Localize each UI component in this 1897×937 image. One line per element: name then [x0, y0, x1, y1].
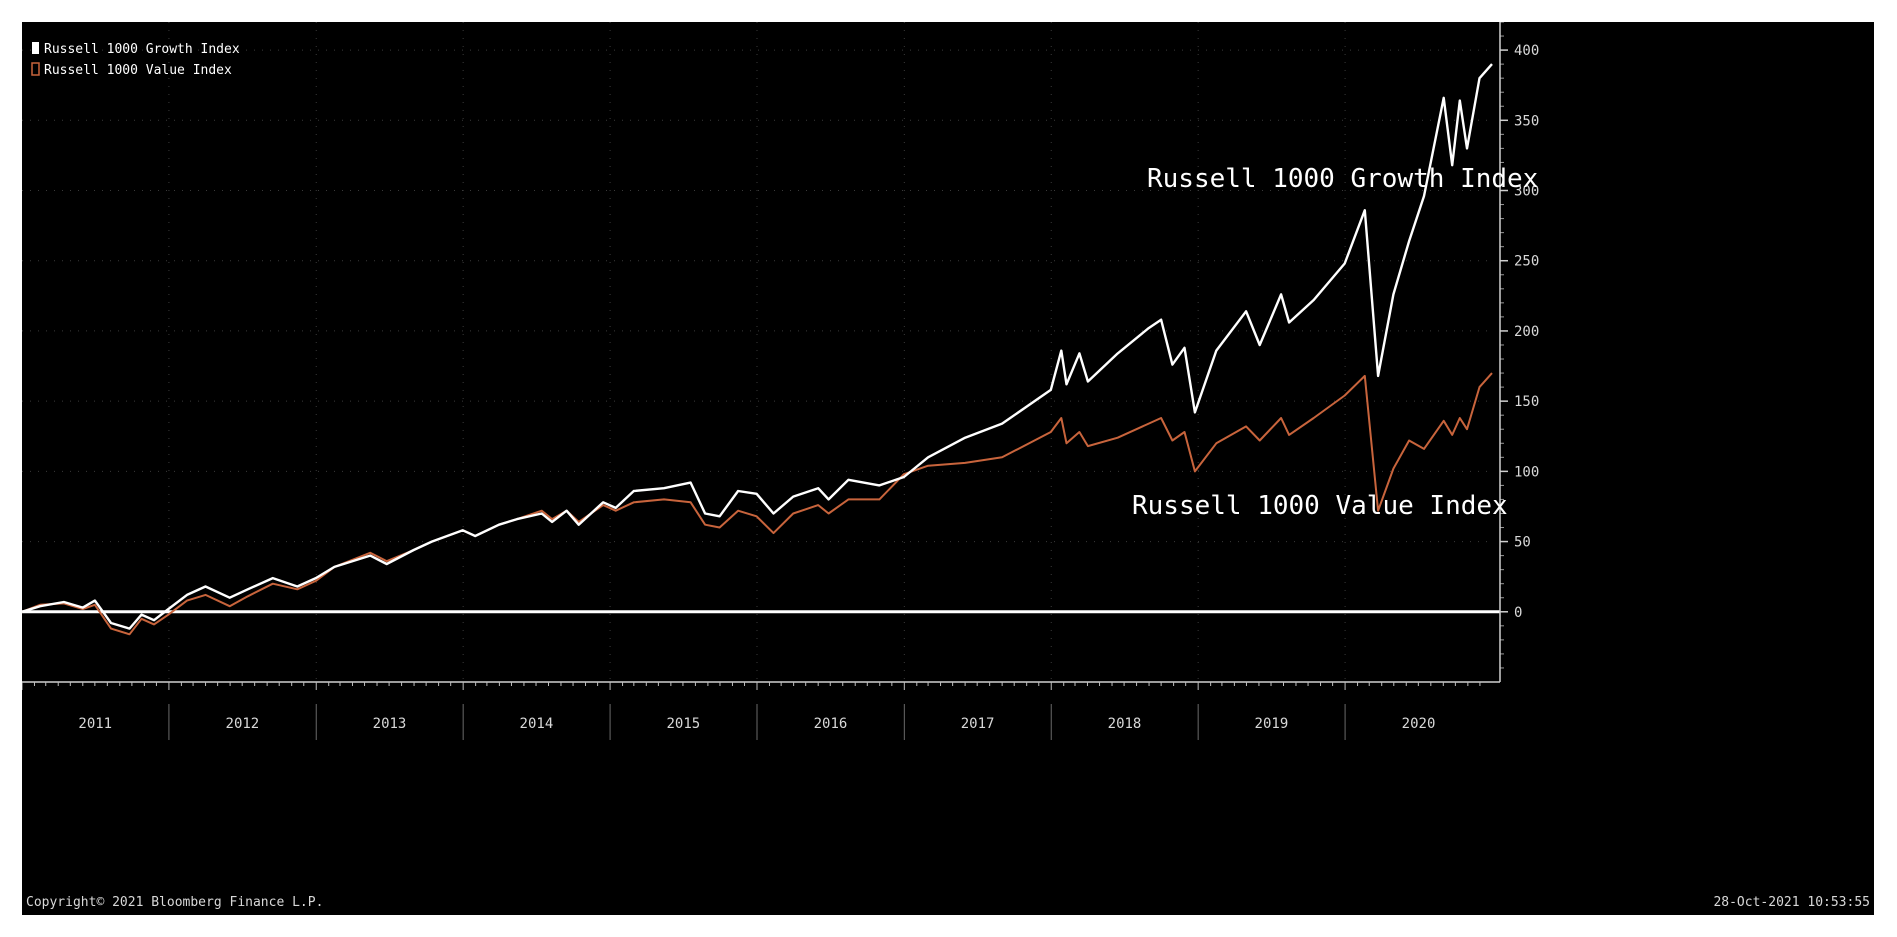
series-line-growth — [22, 63, 1493, 630]
x-tick-label: 2017 — [961, 716, 995, 732]
grid-layer — [22, 22, 1492, 682]
y-tick-label: 150 — [1514, 394, 1539, 410]
y-tick-label: 0 — [1514, 605, 1522, 621]
x-tick-label: 2019 — [1255, 716, 1289, 732]
y-tick-label: 50 — [1514, 535, 1531, 551]
annotation-growth: Russell 1000 Growth Index — [1147, 164, 1538, 194]
x-tick-label: 2020 — [1402, 716, 1436, 732]
legend-label-growth: Russell 1000 Growth Index — [44, 42, 240, 57]
x-tick-label: 2012 — [226, 716, 260, 732]
x-tick-label: 2011 — [78, 716, 112, 732]
chart-frame: 0 50 100 150 200 250 300 350 400 2011 2012 2013 2014… — [22, 22, 1874, 915]
y-tick-label: 100 — [1514, 464, 1539, 480]
y-tick-label: 200 — [1514, 324, 1539, 340]
x-tick-label: 2014 — [520, 716, 554, 732]
y-tick-label: 350 — [1514, 113, 1539, 129]
annotation-value: Russell 1000 Value Index — [1132, 491, 1508, 521]
legend-swatch-value — [31, 62, 40, 76]
timestamp-text: 28-Oct-2021 10:53:55 — [1713, 895, 1870, 910]
legend-label-value: Russell 1000 Value Index — [44, 63, 232, 78]
x-tick-label: 2016 — [814, 716, 848, 732]
x-tick-label: 2018 — [1108, 716, 1142, 732]
series-layer — [22, 63, 1493, 636]
series-line-value — [22, 372, 1493, 636]
plot-background — [22, 22, 1874, 915]
x-tick-label: 2013 — [373, 716, 407, 732]
legend: Russell 1000 Growth Index Russell 1000 V… — [31, 42, 240, 78]
line-chart: 0 50 100 150 200 250 300 350 400 2011 2012 2013 2014… — [22, 22, 1874, 915]
y-tick-label: 300 — [1514, 184, 1539, 200]
legend-swatch-growth — [32, 42, 39, 54]
y-tick-label: 250 — [1514, 254, 1539, 270]
axis-layer: 0 50 100 150 200 250 300 350 400 2011 2012 2013 2014… — [22, 22, 1539, 740]
copyright-text: Copyright© 2021 Bloomberg Finance L.P. — [26, 895, 323, 910]
x-tick-label: 2015 — [666, 716, 700, 732]
y-tick-label: 400 — [1514, 43, 1539, 59]
